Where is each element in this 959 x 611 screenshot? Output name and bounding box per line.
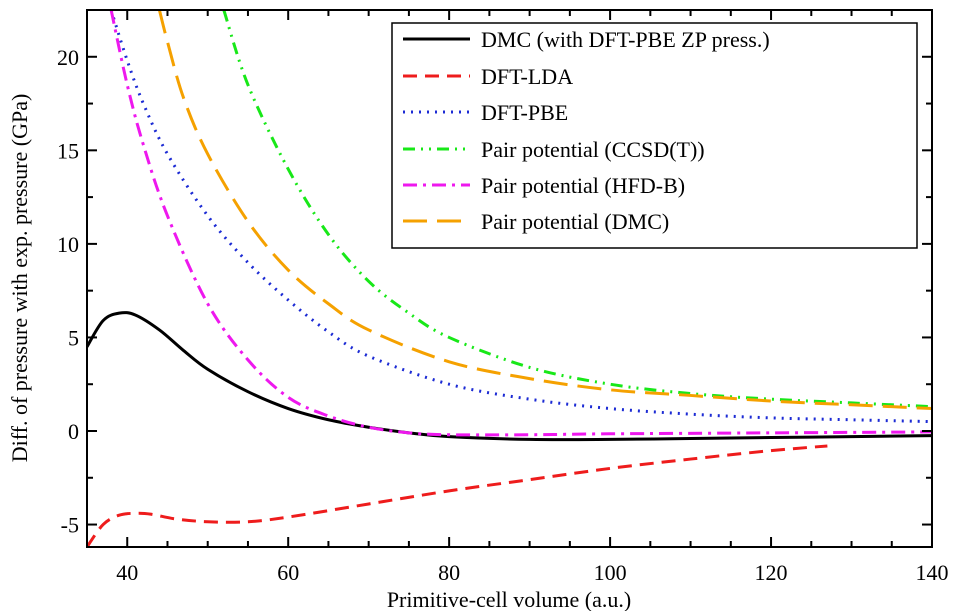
y-tick-label: 0	[68, 419, 79, 444]
series-line-4	[222, 10, 932, 409]
y-tick-label: 20	[57, 45, 79, 70]
legend-entries: DMC (with DFT-PBE ZP press.) DFT-LDA DFT-P…	[403, 27, 770, 234]
x-tick-label: 100	[594, 560, 627, 585]
x-tick-label: 80	[438, 560, 460, 585]
x-axis-title: Primitive-cell volume (a.u.)	[387, 587, 631, 611]
series-line-5	[109, 10, 932, 437]
legend-label-3: DFT-PBE	[481, 100, 568, 125]
ticks-layer	[86, 9, 933, 547]
series-line-2	[87, 444, 828, 547]
legend-label-6: Pair potential (DMC)	[481, 209, 669, 234]
legend-label-5: Pair potential (HFD-B)	[481, 173, 685, 198]
x-tick-label: 60	[277, 560, 299, 585]
x-tick-label: 140	[916, 560, 949, 585]
y-axis-title: Diff. of pressure with exp. pressure (GP…	[7, 94, 32, 463]
plot-frame	[86, 9, 933, 548]
legend: DMC (with DFT-PBE ZP press.) DFT-LDA DFT-P…	[391, 22, 918, 249]
x-tick-label: 120	[755, 560, 788, 585]
y-tick-label: -5	[61, 513, 79, 538]
legend-box	[391, 22, 918, 249]
series-layer	[87, 10, 932, 547]
tick-labels: 40 60 80 100 120 140 -5 0 5 10 15 20	[57, 45, 949, 585]
y-tick-label: 10	[57, 232, 79, 257]
x-tick-label: 40	[116, 560, 138, 585]
series-line-1	[87, 311, 932, 442]
y-tick-label: 5	[68, 325, 79, 350]
y-tick-label: 15	[57, 138, 79, 163]
legend-label-4: Pair potential (CCSD(T))	[481, 137, 705, 162]
legend-label-1: DMC (with DFT-PBE ZP press.)	[481, 27, 770, 52]
series-line-6	[157, 10, 932, 411]
legend-label-2: DFT-LDA	[481, 64, 573, 89]
